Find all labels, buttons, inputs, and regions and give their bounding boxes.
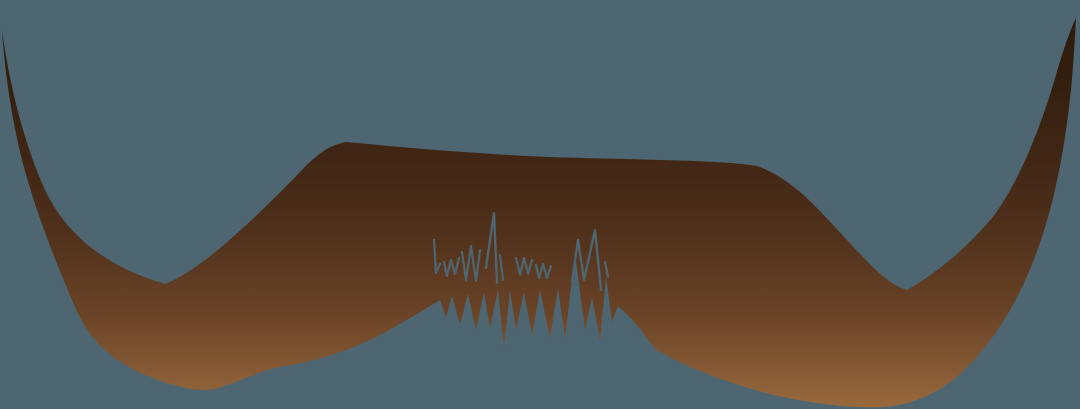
hair-strand-line <box>460 244 482 283</box>
hair-strand-line <box>498 253 505 282</box>
hair-strand-line <box>432 238 442 275</box>
hair-strand-line <box>442 256 461 278</box>
hair-strand-line <box>484 211 499 285</box>
hair-strand-line <box>603 260 610 279</box>
hair-strand-line <box>570 228 603 292</box>
hair-strand-line <box>514 256 534 277</box>
mustache-silhouette <box>2 18 1076 408</box>
hair-strand-line <box>534 262 553 280</box>
hair-strand-lines <box>432 211 610 292</box>
